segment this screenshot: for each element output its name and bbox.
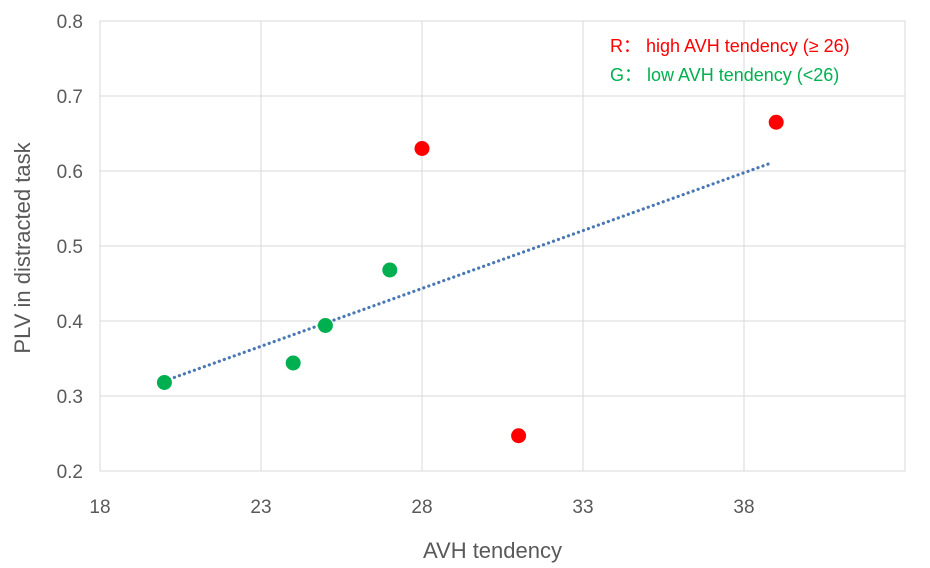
x-tick-label: 18 [89,497,110,518]
x-tick-label: 38 [733,497,754,518]
y-axis-ticks: 0.2 0.3 0.4 0.5 0.6 0.7 0.8 [57,12,84,483]
legend-entry-low: G： low AVH tendency (<26) [610,65,839,85]
legend: R： high AVH tendency (≥ 26) G： low AVH te… [610,36,850,85]
y-tick-label: 0.6 [57,162,83,183]
x-axis-ticks: 18 23 28 33 38 [89,497,754,518]
data-points [156,114,784,444]
legend-entry-high: R： high AVH tendency (≥ 26) [610,36,850,56]
red-point-0 [414,141,430,156]
red-point-1 [511,428,527,444]
trendline-layer [162,161,772,383]
x-tick-label: 28 [411,497,432,518]
x-tick-label: 23 [250,497,271,518]
plot-area [99,20,906,472]
y-tick-label: 0.7 [57,87,83,108]
gridlines [99,20,905,472]
x-axis-title: AVH tendency [423,538,562,563]
green-point-3 [382,262,398,278]
trendline [162,161,772,383]
red-point-2 [768,114,784,130]
x-tick-label: 33 [572,497,593,518]
y-tick-label: 0.3 [57,387,83,408]
green-point-2 [317,318,333,333]
y-tick-label: 0.2 [57,462,83,483]
green-point-1 [285,355,301,371]
y-tick-label: 0.8 [57,12,83,33]
y-tick-label: 0.5 [57,237,83,258]
y-axis-title: PLV in distracted task [10,141,35,353]
green-point-0 [156,375,172,390]
y-tick-label: 0.4 [57,312,84,333]
